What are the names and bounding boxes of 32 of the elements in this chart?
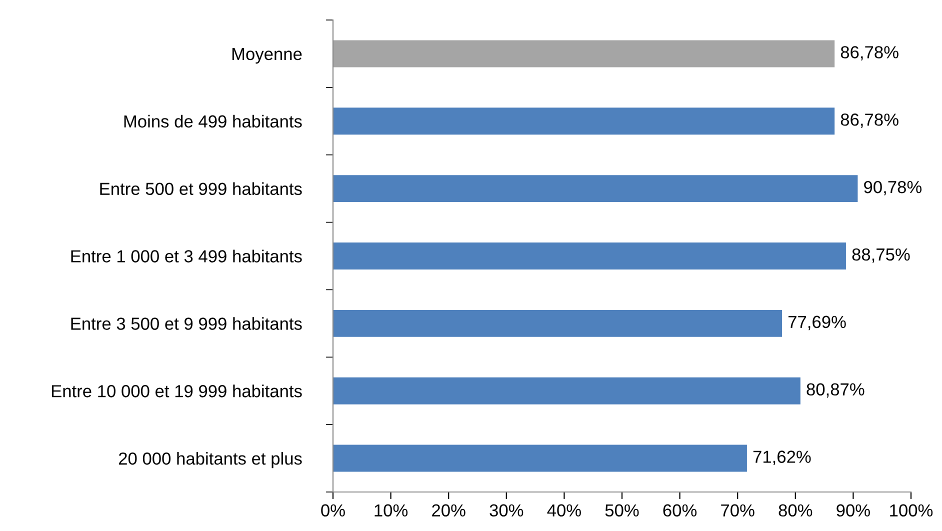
data-label: 90,78% [864,180,922,196]
y-tick-label: 20 000 habitants et plus [118,452,302,468]
x-tick-label: 40% [547,504,581,517]
y-tick-label: Moins de 499 habitants [124,114,302,128]
x-tick-label: 30% [490,504,524,517]
bar [333,242,846,270]
x-tick-label: 20% [432,504,466,517]
x-tick-label: 80% [778,504,812,517]
bar [333,444,747,472]
x-tick-label: 90% [836,504,870,517]
x-tick-label: 60% [663,504,697,517]
bar [333,377,800,404]
y-tick-label: Entre 10 000 et 19 999 habitants [52,384,302,398]
x-tick-label: 70% [721,504,754,517]
data-label: 71,62% [753,450,811,465]
x-tick-label: 0% [321,504,345,517]
y-tick-label: Entre 500 et 999 habitants [100,182,302,196]
x-tick-label: 50% [605,504,639,517]
data-label: 80,87% [806,383,864,398]
bar [333,175,858,202]
data-label: 86,78% [840,46,898,60]
bar [333,40,835,68]
y-tick-label: Entre 1 000 et 3 499 habitants [71,250,302,262]
data-label: 86,78% [840,114,898,128]
x-tick-label: 100% [890,504,933,517]
bar [333,310,782,337]
data-label: 77,69% [788,316,846,330]
bar [333,108,835,135]
data-label: 88,75% [852,248,910,263]
x-tick-label: 10% [374,504,408,517]
y-tick-label: Entre 3 500 et 9 999 habitants [71,317,302,330]
y-tick-label: Moyenne [232,48,302,64]
